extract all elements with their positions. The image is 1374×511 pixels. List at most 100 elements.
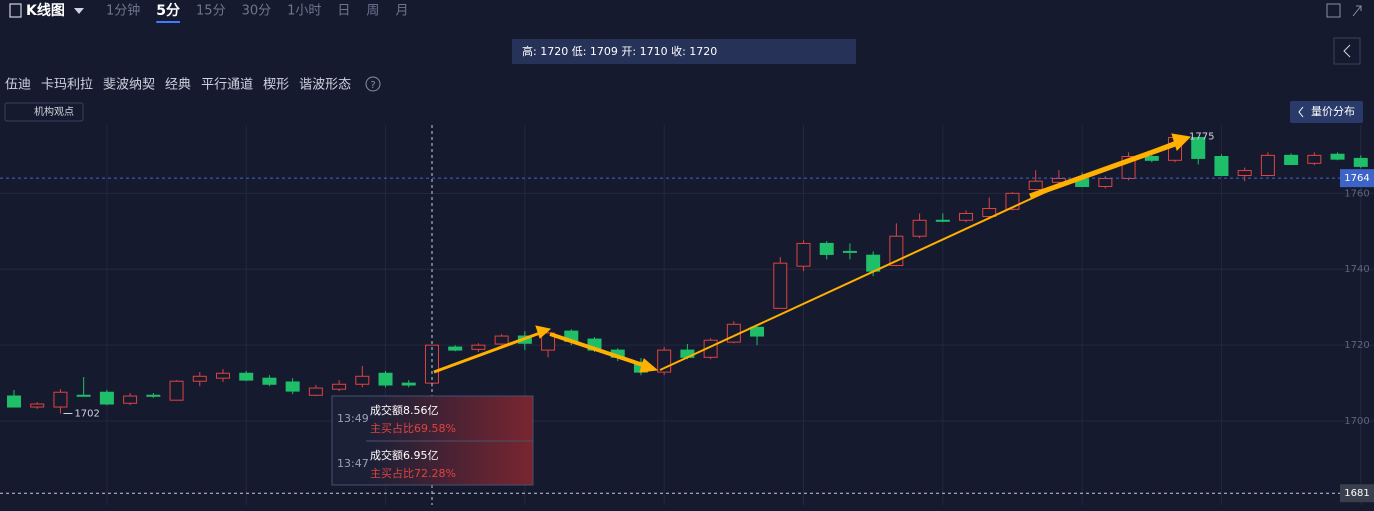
icon (9, 3, 22, 18)
fullscreen-icon[interactable] (1352, 5, 1362, 17)
y-tick-label: 1760 (1344, 188, 1369, 199)
candle-body (332, 383, 347, 390)
candle-body (889, 235, 904, 266)
candle-body (541, 332, 556, 351)
candle-body (146, 394, 161, 397)
ohlc-box (512, 39, 856, 64)
arrowhead (535, 325, 552, 339)
candle-body (1260, 154, 1275, 176)
current-price-box (1340, 169, 1374, 188)
candle-body (1214, 156, 1229, 176)
price-label: 1702 (74, 408, 99, 419)
candle-body (53, 391, 68, 408)
chevron (1343, 44, 1351, 58)
candle-body (982, 208, 997, 217)
y-tick-label: 1740 (1344, 264, 1369, 275)
bottom-price-box (1340, 484, 1374, 503)
tooltip-ratio: 主买占比72.28% (370, 466, 456, 480)
candle-body (308, 387, 323, 396)
candle-body (1144, 156, 1159, 161)
candle-body (819, 242, 834, 255)
period-tab[interactable]: 5分 (156, 3, 180, 19)
candle-body (192, 375, 207, 382)
layout-icon[interactable] (1326, 3, 1341, 18)
volume-profile-label[interactable]: 量价分布 (1311, 105, 1355, 118)
candle-body (7, 395, 22, 408)
institution-button[interactable] (4, 102, 84, 122)
candle-body (169, 380, 184, 401)
annotation-arrows (433, 133, 1192, 374)
tool[interactable]: 经典 (165, 78, 191, 93)
candle-body (1353, 157, 1368, 167)
tool[interactable]: 谐波形态 (299, 78, 351, 93)
tooltip-ratio: 主买占比69.58% (370, 421, 456, 435)
tooltip-time: 13:47 (337, 457, 369, 470)
chevron (1298, 106, 1304, 118)
arrow (433, 331, 541, 374)
y-tick-label: 1720 (1344, 340, 1369, 351)
arrow (1029, 140, 1179, 199)
period-tab[interactable]: 日 (337, 4, 350, 19)
arrow (549, 332, 647, 368)
help-mark: ? (370, 80, 375, 91)
tooltip-time: 13:49 (337, 412, 369, 425)
price-label: 1775 (1189, 131, 1214, 142)
tooltip-amount: 成交额8.56亿 (370, 403, 439, 417)
tooltip-amount: 成交额6.95亿 (370, 448, 439, 462)
candle-body (471, 344, 486, 350)
candle-body (750, 326, 765, 337)
period-tab[interactable]: 1小时 (287, 4, 321, 19)
candle-body (1191, 137, 1206, 159)
candle-body (1307, 154, 1322, 164)
candle-body (355, 375, 370, 385)
arrowhead (1171, 133, 1192, 151)
candle-body (494, 335, 509, 345)
tool[interactable]: 楔形 (263, 78, 289, 93)
period-tab[interactable]: 15分 (196, 4, 226, 19)
arrowhead (639, 358, 659, 373)
candle-body (1330, 153, 1345, 160)
candle-body (1098, 178, 1113, 187)
candle-body (959, 212, 974, 221)
candle-body (773, 262, 788, 309)
ohlc-header: 高: 1720 低: 1709 开: 1710 收: 1720 (522, 44, 717, 58)
period-tab[interactable]: 1分钟 (106, 3, 140, 19)
candle-body (99, 391, 114, 405)
tool[interactable]: 卡玛利拉 (41, 78, 93, 93)
candle-body (842, 250, 857, 253)
candle-body (796, 242, 811, 267)
candle-body (30, 403, 45, 408)
chart-type[interactable]: K线图 (26, 2, 65, 19)
candle-body (1028, 180, 1043, 191)
volume-profile-button[interactable] (1290, 101, 1363, 123)
y-tick-label: 1700 (1344, 416, 1369, 427)
candle-body (378, 372, 393, 386)
tool[interactable]: 伍迪 (5, 78, 31, 93)
period-tab[interactable]: 30分 (242, 4, 272, 19)
collapse-button[interactable] (1333, 37, 1361, 65)
tool[interactable]: 斐波纳契 (103, 78, 155, 93)
institution-label[interactable]: 机构观点 (34, 105, 74, 118)
candle-body (123, 395, 138, 404)
candle-body (76, 394, 91, 397)
candle-body (1284, 154, 1299, 165)
help-icon[interactable] (365, 76, 381, 92)
candle-body (1237, 170, 1252, 176)
candle-body (285, 381, 300, 392)
candle-body (215, 372, 230, 379)
bottom-price: 1681 (1344, 488, 1369, 499)
candle-body (912, 219, 927, 237)
dropdown-caret[interactable] (74, 8, 84, 14)
candle-body (448, 346, 463, 351)
current-price: 1764 (1344, 173, 1369, 184)
candle-body (401, 382, 416, 386)
candle-body (935, 219, 950, 222)
period-tab[interactable]: 月 (395, 4, 408, 19)
tool[interactable]: 平行通道 (201, 78, 253, 93)
candle-body (239, 372, 254, 381)
candle-body (262, 377, 277, 385)
period-tab[interactable]: 周 (366, 4, 379, 19)
